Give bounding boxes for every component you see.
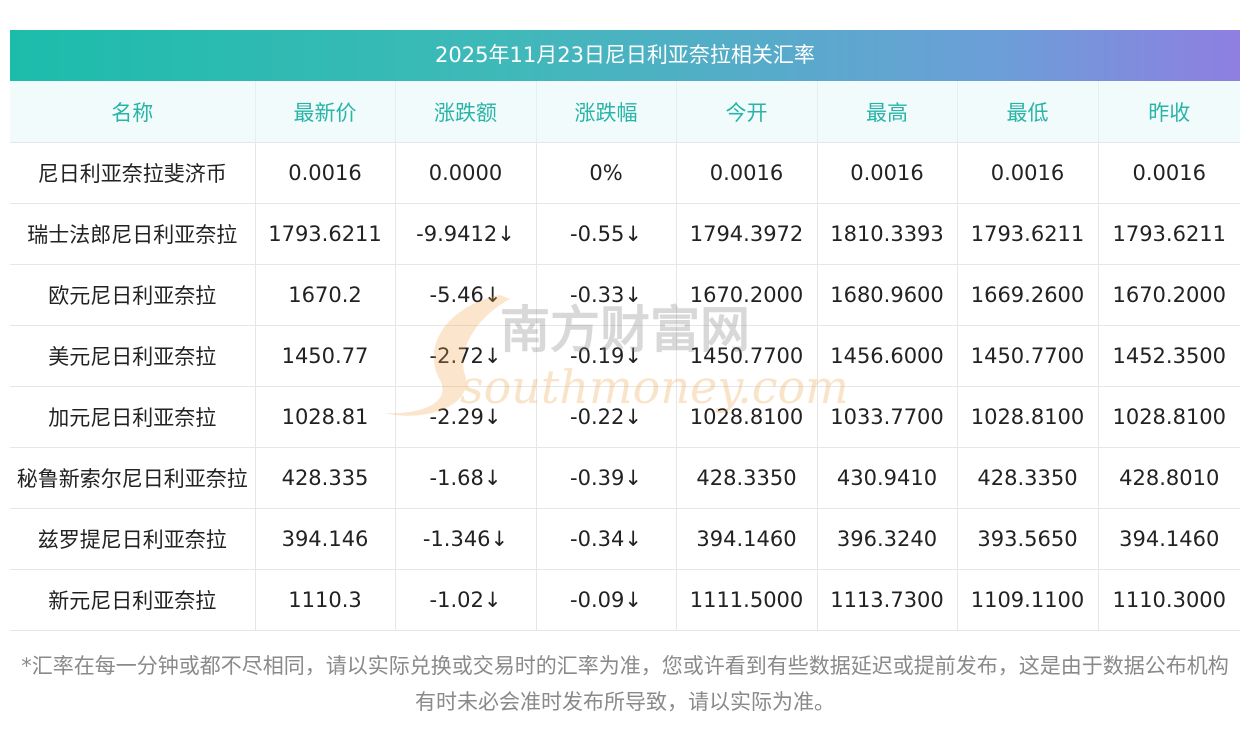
open-price: 1794.3972 [676,203,818,265]
prev-close-price: 1670.2000 [1098,264,1240,326]
latest-price: 1670.2 [255,264,396,326]
table-row: 加元尼日利亚奈拉 1028.81 -2.29↓ -0.22↓ 1028.8100… [10,386,1240,448]
change-percent: -0.55↓ [536,203,677,265]
currency-pair-name: 欧元尼日利亚奈拉 [10,264,256,326]
low-price: 0.0016 [957,142,1099,204]
column-header-change-pct: 涨跌幅 [536,81,677,143]
latest-price: 1450.77 [255,325,396,387]
prev-close-price: 0.0016 [1098,142,1240,204]
low-price: 1450.7700 [957,325,1099,387]
change-amount: -9.9412↓ [395,203,537,265]
table-row: 新元尼日利亚奈拉 1110.3 -1.02↓ -0.09↓ 1111.5000 … [10,569,1240,631]
table-row: 欧元尼日利亚奈拉 1670.2 -5.46↓ -0.33↓ 1670.2000 … [10,264,1240,326]
open-price: 1450.7700 [676,325,818,387]
prev-close-price: 1028.8100 [1098,386,1240,448]
table-row: 美元尼日利亚奈拉 1450.77 -2.72↓ -0.19↓ 1450.7700… [10,325,1240,387]
column-header-latest: 最新价 [255,81,396,143]
change-percent: -0.09↓ [536,569,677,631]
prev-close-price: 1452.3500 [1098,325,1240,387]
latest-price: 0.0016 [255,142,396,204]
high-price: 1680.9600 [817,264,958,326]
currency-pair-name: 新元尼日利亚奈拉 [10,569,256,631]
change-percent: 0% [536,142,677,204]
high-price: 1113.7300 [817,569,958,631]
column-header-open: 今开 [676,81,818,143]
latest-price: 428.335 [255,447,396,509]
change-amount: -1.346↓ [395,508,537,570]
table-row: 尼日利亚奈拉斐济币 0.0016 0.0000 0% 0.0016 0.0016… [10,142,1240,204]
latest-price: 1110.3 [255,569,396,631]
column-header-high: 最高 [817,81,958,143]
change-amount: -1.68↓ [395,447,537,509]
high-price: 1033.7700 [817,386,958,448]
open-price: 428.3350 [676,447,818,509]
page-title: 2025年11月23日尼日利亚奈拉相关汇率 [10,30,1240,81]
currency-pair-name: 兹罗提尼日利亚奈拉 [10,508,256,570]
change-percent: -0.33↓ [536,264,677,326]
change-amount: -5.46↓ [395,264,537,326]
currency-pair-name: 秘鲁新索尔尼日利亚奈拉 [10,447,256,509]
open-price: 0.0016 [676,142,818,204]
column-header-change: 涨跌额 [395,81,537,143]
low-price: 1669.2600 [957,264,1099,326]
column-header-prev-close: 昨收 [1098,81,1240,143]
table-row: 秘鲁新索尔尼日利亚奈拉 428.335 -1.68↓ -0.39↓ 428.33… [10,447,1240,509]
low-price: 428.3350 [957,447,1099,509]
change-amount: -2.72↓ [395,325,537,387]
high-price: 430.9410 [817,447,958,509]
change-percent: -0.22↓ [536,386,677,448]
low-price: 1109.1100 [957,569,1099,631]
latest-price: 394.146 [255,508,396,570]
column-header-low: 最低 [957,81,1099,143]
column-header-name: 名称 [10,81,256,143]
open-price: 1111.5000 [676,569,818,631]
currency-pair-name: 加元尼日利亚奈拉 [10,386,256,448]
low-price: 1793.6211 [957,203,1099,265]
high-price: 396.3240 [817,508,958,570]
prev-close-price: 1110.3000 [1098,569,1240,631]
exchange-rate-table: 名称 最新价 涨跌额 涨跌幅 今开 最高 最低 昨收 尼日利亚奈拉斐济币 0.0… [10,81,1240,631]
table-row: 兹罗提尼日利亚奈拉 394.146 -1.346↓ -0.34↓ 394.146… [10,508,1240,570]
change-amount: -2.29↓ [395,386,537,448]
disclaimer-note: *汇率在每一分钟或都不尽相同，请以实际兑换或交易时的汇率为准，您或许看到有些数据… [21,654,1229,714]
change-percent: -0.39↓ [536,447,677,509]
currency-pair-name: 瑞士法郎尼日利亚奈拉 [10,203,256,265]
latest-price: 1793.6211 [255,203,396,265]
table-row: 瑞士法郎尼日利亚奈拉 1793.6211 -9.9412↓ -0.55↓ 179… [10,203,1240,265]
table-header-row: 名称 最新价 涨跌额 涨跌幅 今开 最高 最低 昨收 [10,81,1240,143]
prev-close-price: 394.1460 [1098,508,1240,570]
currency-pair-name: 美元尼日利亚奈拉 [10,325,256,387]
open-price: 394.1460 [676,508,818,570]
change-amount: 0.0000 [395,142,537,204]
high-price: 0.0016 [817,142,958,204]
prev-close-price: 428.8010 [1098,447,1240,509]
change-amount: -1.02↓ [395,569,537,631]
high-price: 1810.3393 [817,203,958,265]
change-percent: -0.34↓ [536,508,677,570]
currency-pair-name: 尼日利亚奈拉斐济币 [10,142,256,204]
low-price: 1028.8100 [957,386,1099,448]
change-percent: -0.19↓ [536,325,677,387]
latest-price: 1028.81 [255,386,396,448]
prev-close-price: 1793.6211 [1098,203,1240,265]
open-price: 1670.2000 [676,264,818,326]
low-price: 393.5650 [957,508,1099,570]
high-price: 1456.6000 [817,325,958,387]
open-price: 1028.8100 [676,386,818,448]
